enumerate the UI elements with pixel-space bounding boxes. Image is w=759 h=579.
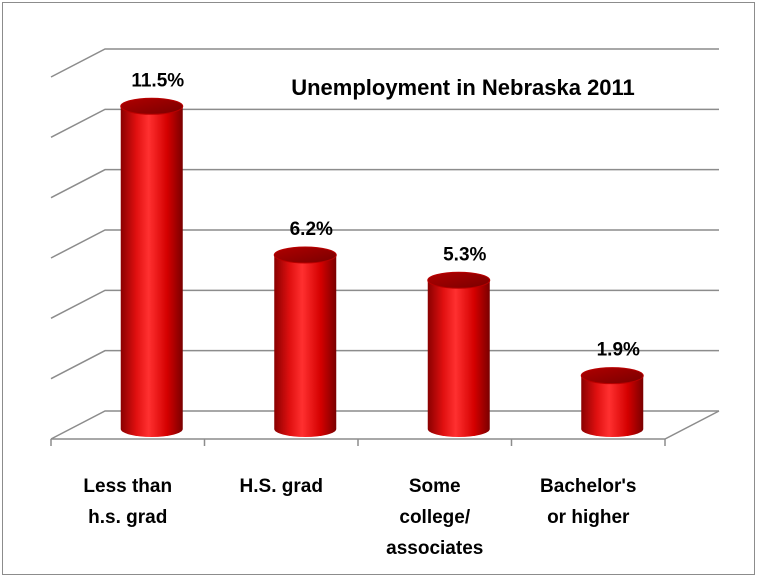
- gridline: [50, 48, 719, 78]
- gridline: [50, 168, 719, 199]
- bar-cap: [580, 367, 644, 385]
- chart-svg: 11.5% 6.2% 5.3% 1.9% Less than h.s. grad H.S.…: [50, 48, 720, 559]
- gridline: [50, 410, 719, 440]
- axes: [50, 410, 720, 446]
- category-label: Less than h.s. grad: [83, 476, 172, 528]
- bar: [273, 246, 337, 437]
- bar-body: [427, 280, 490, 437]
- chart-title: Unemployment in Nebraska 2011: [291, 75, 635, 100]
- bar-body: [274, 255, 337, 437]
- data-label: 6.2%: [290, 219, 333, 240]
- category-label: H.S. grad: [240, 476, 323, 497]
- data-label: 11.5%: [131, 70, 184, 91]
- bar: [120, 97, 184, 437]
- bar-body: [581, 375, 644, 437]
- gridlines: [50, 48, 719, 440]
- gridline: [50, 289, 719, 319]
- data-labels: 11.5% 6.2% 5.3% 1.9%: [131, 70, 640, 360]
- bar: [427, 271, 491, 437]
- category-label: Bachelor's or higher: [540, 476, 636, 528]
- data-label: 5.3%: [443, 244, 486, 265]
- category-label: Some college/associates: [386, 476, 483, 559]
- gridline: [50, 349, 719, 380]
- bar: [580, 367, 644, 437]
- bar-body: [120, 106, 183, 437]
- bars: [120, 97, 644, 437]
- category-labels: Less than h.s. grad H.S. grad Some college/a…: [83, 476, 636, 559]
- bar-cap: [120, 97, 184, 115]
- data-label: 1.9%: [597, 340, 640, 361]
- gridline: [50, 108, 719, 138]
- bar-cap: [427, 271, 491, 289]
- bar-cap: [273, 246, 337, 264]
- gridline: [50, 229, 719, 259]
